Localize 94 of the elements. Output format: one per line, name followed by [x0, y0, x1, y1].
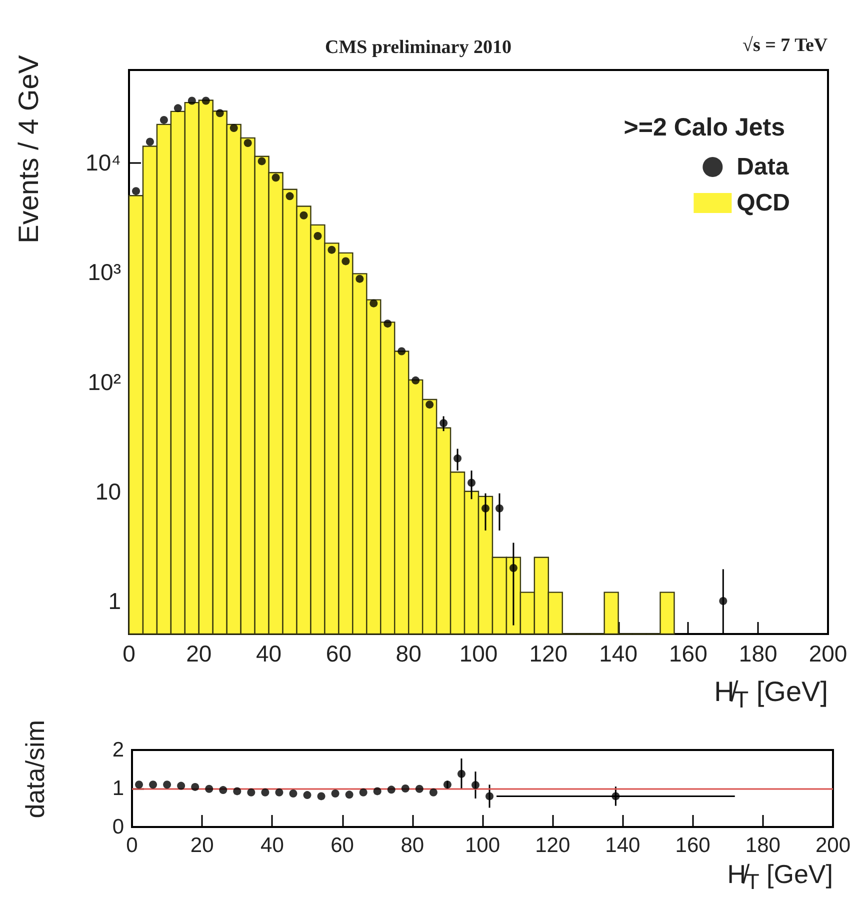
point — [412, 376, 420, 384]
point — [443, 780, 452, 789]
point — [174, 104, 182, 112]
point — [177, 782, 186, 790]
point — [303, 791, 312, 800]
point — [495, 504, 504, 512]
y-tick-label: 1 — [108, 588, 121, 614]
point — [387, 786, 396, 794]
y-tick-label: 10 — [95, 478, 121, 504]
point — [468, 478, 476, 487]
point — [244, 139, 252, 148]
y-tick-label: 10³ — [88, 259, 122, 286]
point — [188, 96, 196, 105]
y-axis-title: data/sim — [20, 720, 51, 818]
point — [426, 400, 434, 409]
point — [457, 770, 466, 778]
point — [429, 788, 438, 796]
point — [202, 96, 210, 105]
point — [272, 174, 280, 182]
point — [233, 787, 242, 796]
point — [132, 187, 140, 196]
point — [440, 419, 448, 428]
point — [359, 788, 368, 796]
point — [261, 788, 270, 796]
x-tick-label: 180 — [745, 834, 780, 857]
point — [472, 781, 480, 790]
point — [247, 788, 256, 796]
point — [258, 157, 266, 166]
legend-title: >=2 Calo Jets — [624, 114, 786, 142]
point — [356, 274, 364, 283]
point — [289, 790, 298, 798]
point — [486, 792, 494, 800]
x-tick-label: 20 — [186, 640, 212, 666]
legend-label: QCD — [736, 190, 790, 216]
x-tick-label: 160 — [675, 834, 710, 857]
x-tick-label: 120 — [529, 640, 568, 666]
point — [384, 320, 392, 328]
y-tick-label: 2 — [112, 738, 124, 762]
x-tick-label: 200 — [815, 834, 851, 857]
text: √s = 7 TeV — [742, 35, 828, 56]
text: CMS preliminary 2010 — [325, 37, 512, 58]
x-tick-label: 160 — [669, 640, 708, 666]
x-tick-label: 40 — [256, 640, 282, 666]
point — [342, 257, 350, 266]
point — [191, 782, 200, 791]
point — [317, 792, 326, 800]
point — [415, 784, 424, 793]
point — [328, 246, 336, 254]
point — [719, 597, 728, 606]
point — [370, 299, 378, 308]
x-axis-title: H̸$_{T}$ [GeV] — [727, 858, 833, 895]
x-tick-label: 60 — [330, 834, 354, 857]
point — [509, 564, 518, 572]
x-tick-label: 100 — [459, 640, 498, 666]
point — [286, 192, 294, 200]
y-tick-label: 0 — [112, 816, 124, 838]
point — [135, 780, 144, 789]
x-tick-label: 140 — [605, 834, 640, 857]
x-tick-label: 40 — [260, 834, 284, 857]
x-tick-label: 100 — [464, 834, 500, 857]
point — [275, 788, 284, 796]
x-tick-label: 20 — [190, 834, 214, 857]
point — [300, 211, 308, 220]
point — [314, 232, 322, 240]
x-tick-label: 60 — [326, 640, 352, 666]
x-tick-label: 80 — [396, 640, 422, 666]
x-tick-label: 0 — [126, 834, 138, 857]
x-tick-label: 120 — [535, 834, 570, 857]
x-tick-label: 200 — [808, 640, 848, 666]
x-tick-label: 80 — [400, 834, 424, 857]
point — [398, 347, 406, 356]
point — [149, 780, 158, 789]
legend-label: Data — [736, 154, 790, 180]
point — [401, 784, 410, 792]
x-tick-label: 180 — [738, 640, 778, 666]
y-tick-label: 10² — [88, 368, 122, 395]
x-axis-title: H̸$_{T}$ [GeV] — [714, 675, 828, 715]
point — [219, 786, 228, 794]
y-tick-label: 10⁴ — [86, 150, 121, 176]
point — [612, 792, 620, 800]
y-tick-label: 1 — [112, 777, 124, 800]
point — [331, 790, 340, 798]
point — [482, 504, 490, 512]
point — [205, 784, 214, 793]
x-tick-label: 140 — [599, 640, 638, 666]
point — [146, 138, 154, 146]
point — [345, 790, 354, 799]
point — [216, 109, 224, 118]
point — [230, 124, 238, 132]
point — [163, 780, 172, 789]
point — [373, 787, 382, 796]
point — [454, 454, 462, 462]
point — [160, 116, 168, 124]
y-axis-title: Events / 4 GeV — [12, 55, 45, 244]
